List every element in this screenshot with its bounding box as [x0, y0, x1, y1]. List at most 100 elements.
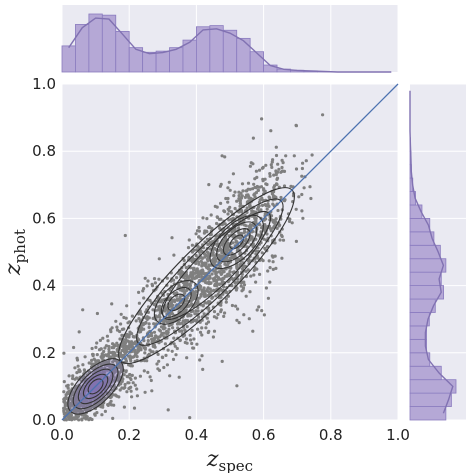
data-point [271, 267, 275, 271]
data-point [110, 326, 114, 330]
data-point [239, 196, 243, 200]
data-point [196, 327, 200, 331]
data-point [81, 308, 85, 312]
data-point [188, 303, 192, 307]
data-point [134, 352, 138, 356]
data-point [302, 186, 306, 190]
y-tick-label: 1.0 [32, 75, 56, 93]
data-point [264, 163, 268, 167]
data-point [121, 341, 125, 345]
data-point [268, 266, 272, 270]
data-point [199, 259, 203, 263]
right-histogram-bar [409, 217, 431, 233]
data-point [143, 276, 147, 280]
data-point [200, 256, 204, 260]
data-point [112, 370, 116, 374]
data-point [275, 226, 279, 230]
data-point [163, 309, 167, 313]
data-point [94, 345, 98, 349]
data-point [244, 189, 248, 193]
data-point [161, 355, 165, 360]
data-point [157, 277, 161, 281]
data-point [204, 276, 208, 281]
data-point [111, 364, 115, 368]
data-point [251, 243, 255, 247]
data-point [124, 348, 128, 352]
data-point [280, 256, 284, 260]
data-point [126, 381, 130, 385]
data-point [267, 259, 271, 263]
data-point [124, 357, 128, 361]
data-point [199, 272, 203, 276]
data-point [256, 188, 260, 192]
data-point [194, 276, 198, 280]
data-point [195, 318, 199, 322]
data-point [242, 283, 247, 287]
data-point [71, 376, 75, 381]
right-marginal-kde-curve [409, 90, 454, 414]
data-point [228, 188, 232, 192]
data-point [237, 321, 241, 325]
data-point [210, 272, 214, 276]
data-point [77, 405, 81, 409]
data-point [123, 385, 127, 390]
data-point [120, 333, 124, 337]
data-point [197, 283, 201, 287]
data-point [201, 304, 205, 308]
data-point [300, 174, 304, 178]
top-histogram-bar [115, 30, 130, 73]
data-point [165, 329, 169, 334]
data-point [205, 281, 209, 285]
data-point [90, 346, 94, 351]
data-point [151, 338, 155, 342]
data-point [220, 154, 224, 158]
data-point [111, 351, 115, 355]
data-point [103, 346, 107, 350]
data-point [129, 355, 133, 359]
data-point [123, 233, 127, 238]
data-point [118, 337, 122, 341]
data-point [268, 174, 272, 178]
data-point [211, 259, 215, 264]
data-point [134, 319, 138, 323]
data-point [260, 117, 264, 121]
data-point [111, 360, 115, 364]
top-marginal-histogram [61, 13, 332, 73]
data-point [217, 248, 221, 252]
data-point [137, 330, 141, 334]
data-point [205, 217, 209, 221]
data-point [281, 238, 286, 242]
data-point [75, 376, 79, 380]
data-point [207, 225, 211, 229]
data-point [62, 412, 66, 416]
y-axis-label: zphot [1, 229, 29, 276]
data-point [155, 362, 159, 366]
data-point [192, 318, 196, 323]
data-point [225, 291, 229, 295]
data-point [217, 289, 221, 293]
data-point [215, 221, 219, 226]
top-histogram-bar [142, 51, 157, 73]
data-point [217, 217, 222, 221]
data-point [205, 237, 209, 241]
data-point [224, 300, 228, 304]
data-point [219, 256, 223, 260]
data-point [120, 327, 124, 331]
data-point [128, 376, 132, 380]
data-point [274, 145, 278, 149]
data-point [133, 350, 137, 354]
data-point [195, 290, 199, 294]
data-point [255, 308, 259, 312]
data-point [119, 322, 123, 326]
data-point [272, 185, 276, 190]
data-point [176, 326, 180, 330]
data-point [62, 380, 66, 384]
data-point [272, 194, 276, 198]
data-point [103, 409, 107, 413]
data-point [109, 403, 114, 407]
data-point [167, 327, 171, 331]
data-point [70, 382, 74, 386]
data-point [148, 375, 152, 379]
data-point [75, 358, 80, 362]
data-point [153, 281, 157, 285]
